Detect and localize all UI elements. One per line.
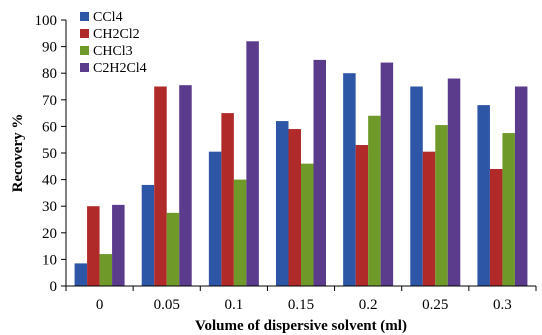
y-tick-label: 10 xyxy=(42,252,57,268)
bar-c2h2cl4-0.2 xyxy=(380,62,394,287)
bar-c2h2cl4-0 xyxy=(112,204,125,286)
legend-label: CHCl3 xyxy=(93,44,133,59)
x-tick-label: 0 xyxy=(96,297,104,313)
bar-ch2cl2-0.15 xyxy=(288,129,301,286)
legend-label: C2H2Cl4 xyxy=(93,61,147,76)
x-ticks: 0 0.05 0.1 0.15 0.2 0.25 0.3 xyxy=(65,286,537,313)
bars-group xyxy=(74,41,528,287)
bar-chcl3-0.3 xyxy=(502,133,515,286)
y-tick-label: 50 xyxy=(42,146,57,162)
bar-ccl4-0.25 xyxy=(410,86,423,286)
y-tick-label: 60 xyxy=(42,119,57,135)
y-tick-label: 100 xyxy=(35,13,58,29)
x-tick-label: 0.15 xyxy=(288,297,314,313)
y-axis-label: Recovery % xyxy=(10,114,26,193)
bar-ccl4-0.1 xyxy=(208,151,222,286)
bar-ccl4-0.15 xyxy=(276,121,289,286)
x-tick-label: 0.25 xyxy=(422,297,448,313)
y-tick-label: 30 xyxy=(42,199,57,215)
x-tick-label: 0.05 xyxy=(154,297,180,313)
bar-c2h2cl4-0.05 xyxy=(179,85,192,286)
legend: CCl4 CH2Cl2 CHCl3 C2H2Cl4 xyxy=(80,10,147,76)
bar-chcl3-0.05 xyxy=(166,212,180,286)
x-axis-label: Volume of dispersive solvent (ml) xyxy=(195,318,407,334)
bar-ccl4-0 xyxy=(74,263,88,286)
bar-ch2cl2-0.1 xyxy=(221,113,234,286)
legend-swatch xyxy=(80,12,89,21)
legend-label: CCl4 xyxy=(93,10,123,25)
bar-c2h2cl4-0.1 xyxy=(246,41,259,286)
legend-swatch xyxy=(80,29,89,38)
bar-ch2cl2-0.05 xyxy=(154,86,167,286)
bar-ccl4-0.2 xyxy=(343,73,356,286)
legend-swatch xyxy=(80,46,89,55)
legend-label: CH2Cl2 xyxy=(93,27,140,42)
bar-c2h2cl4-0.3 xyxy=(514,86,528,286)
bar-ccl4-0.05 xyxy=(141,184,155,286)
bar-chcl3-0.15 xyxy=(301,163,314,286)
bar-chcl3-0.2 xyxy=(368,115,381,286)
bar-ccl4-0.3 xyxy=(477,105,490,287)
y-tick-label: 70 xyxy=(42,93,57,109)
bar-ch2cl2-0 xyxy=(87,206,100,286)
x-tick-label: 0.2 xyxy=(359,297,378,313)
y-tick-label: 0 xyxy=(50,279,58,295)
y-tick-label: 40 xyxy=(42,173,57,189)
bar-ch2cl2-0.2 xyxy=(355,145,369,286)
bar-chcl3-0.1 xyxy=(233,179,247,286)
x-tick-label: 0.3 xyxy=(493,297,512,313)
bar-chcl3-0 xyxy=(99,254,113,286)
bar-c2h2cl4-0.15 xyxy=(313,59,326,287)
x-tick-label: 0.1 xyxy=(224,297,243,313)
bar-c2h2cl4-0.25 xyxy=(447,78,461,287)
bar-ch2cl2-0.25 xyxy=(422,151,436,286)
legend-swatch xyxy=(80,63,89,72)
y-tick-label: 80 xyxy=(42,66,57,82)
y-tick-label: 90 xyxy=(42,40,57,56)
bar-ch2cl2-0.3 xyxy=(489,168,503,286)
bar-chcl3-0.25 xyxy=(435,125,448,286)
y-ticks: 0 10 20 30 40 50 60 70 80 90 100 xyxy=(35,13,66,295)
y-tick-label: 20 xyxy=(42,226,57,242)
